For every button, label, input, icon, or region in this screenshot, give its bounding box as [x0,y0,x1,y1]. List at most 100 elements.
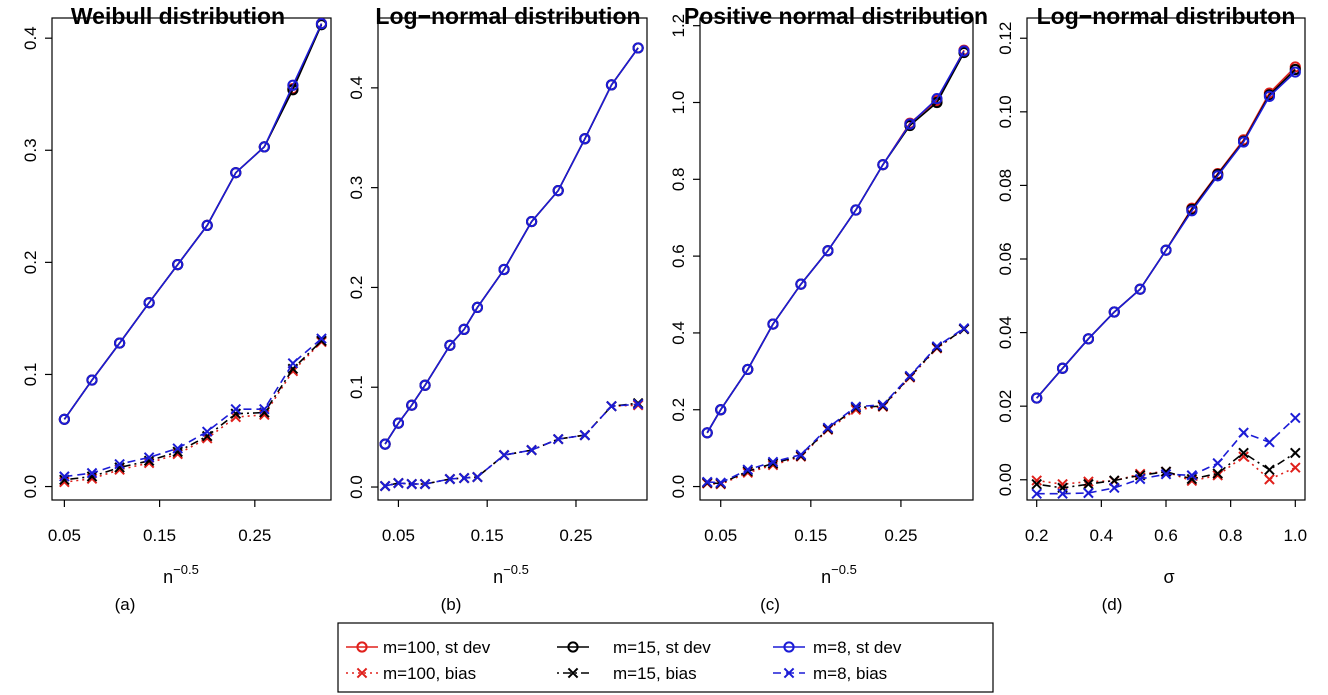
panel-b: Log−normal distribution 0.0 0.1 0.2 0.3 0.4 0.… [347,3,648,614]
data-point-cross [931,341,943,352]
series-m8_sd [58,18,328,425]
data-point-circle [498,263,510,276]
series-m100_bias [59,336,327,488]
y-tick-label: 0.1 [347,375,366,399]
legend-item-m100_bias: m=100, bias [346,664,476,683]
series-m15_sd [1031,63,1301,404]
panel-sublabel: (b) [441,595,462,614]
panel-sublabel: (a) [115,595,136,614]
x-tick-label: 0.15 [143,526,176,545]
y-tick-label: 0.3 [21,138,40,162]
data-point-cross [287,357,299,369]
data-point-cross [316,335,327,347]
legend-item-m8_sd: m=8, st dev [773,638,902,657]
x-axis-label-base: n [493,567,503,587]
series-line [384,403,639,487]
data-point-cross [526,444,537,456]
data-point-cross [172,443,184,454]
chart-title: Log−normal distributon [1037,3,1296,29]
data-point-cross [715,477,727,489]
data-point-circle [525,215,538,228]
x-axis-label: n−0.5 [821,562,857,587]
series-line [706,49,965,434]
data-point-circle [877,159,889,171]
data-point-circle [767,318,779,330]
x-axis-label-base: n [821,567,831,587]
data-point-circle [1289,66,1301,78]
data-point-cross [1238,447,1249,459]
x-tick-label: 0.8 [1219,526,1243,545]
data-point-cross [767,458,779,469]
panel-sublabel: (c) [760,595,780,614]
x-axis-label-exponent: −0.5 [503,562,529,577]
x-tick-label: 0.25 [884,526,917,545]
series-m100_sd [58,18,328,425]
data-point-cross [850,401,862,412]
y-tick-label: 0.10 [996,95,1015,128]
series-m15_bias [59,335,327,486]
y-tick-label: 0.4 [669,321,688,345]
x-tick-label: 0.05 [48,526,81,545]
x-tick-label: 0.25 [238,526,271,545]
data-point-circle [114,337,126,349]
data-point-cross [1057,488,1068,500]
data-point-cross [1289,412,1301,424]
series-m8_bias [701,323,970,489]
x-tick-label: 0.05 [382,526,415,545]
y-tick-label: 0.6 [669,244,688,268]
series-m8_bias [59,333,327,482]
data-point-cross [1212,470,1224,481]
data-point-cross [1289,462,1301,473]
data-point-cross [379,480,391,492]
y-tick-label: 0.2 [669,398,688,422]
data-point-cross [1031,488,1043,500]
series-m8_bias [1031,412,1301,500]
data-point-cross [1083,478,1094,490]
legend-circle-icon [567,641,579,653]
data-point-circle [458,323,470,335]
y-tick-label: 0.0 [347,475,366,499]
legend-label: m=15, bias [613,664,697,683]
y-tick-label: 0.8 [669,167,688,191]
data-point-cross [86,471,98,482]
data-point-circle [931,93,943,105]
data-point-circle [86,374,98,386]
chart-title: Weibull distribution [71,3,285,29]
data-point-circle [172,259,184,271]
x-tick-label: 0.2 [1025,526,1049,545]
series-line [707,328,965,486]
legend-circle-icon [356,641,368,653]
series-line [64,337,323,478]
legend-box [337,622,994,693]
data-point-cross [1186,470,1198,481]
data-point-cross [230,403,242,415]
data-point-circle [230,167,242,179]
x-tick-label: 0.05 [704,526,737,545]
series-line [1036,71,1296,399]
data-point-cross [259,403,270,415]
legend: m=100, st dev m=15, st dev m=8, st dev m=10… [337,622,994,693]
series-m8_sd [701,45,970,439]
series-line [384,404,639,487]
data-point-cross [1212,468,1224,479]
data-point-cross [1289,447,1301,459]
data-point-circle [315,18,328,30]
chart-title: Positive normal distribution [684,3,988,29]
panel-a: Weibull distribution 0.0 0.1 0.2 0.3 0.4 0.05 0… [21,3,332,614]
data-point-circle [201,219,213,231]
data-point-cross [444,473,456,485]
data-point-cross [904,370,916,382]
data-point-circle [552,185,564,197]
data-point-cross [86,467,98,479]
y-tick-label: 1.0 [669,91,688,115]
data-point-circle [742,363,754,376]
legend-circle-icon [783,641,795,653]
plot-frame [377,17,648,501]
data-point-cross [1264,436,1275,448]
data-point-cross [1083,487,1094,499]
y-tick-label: 0.2 [347,276,366,300]
data-point-circle [904,118,916,130]
x-axis-label-exponent: −0.5 [831,562,857,577]
y-tick-label: 0.06 [996,242,1015,275]
